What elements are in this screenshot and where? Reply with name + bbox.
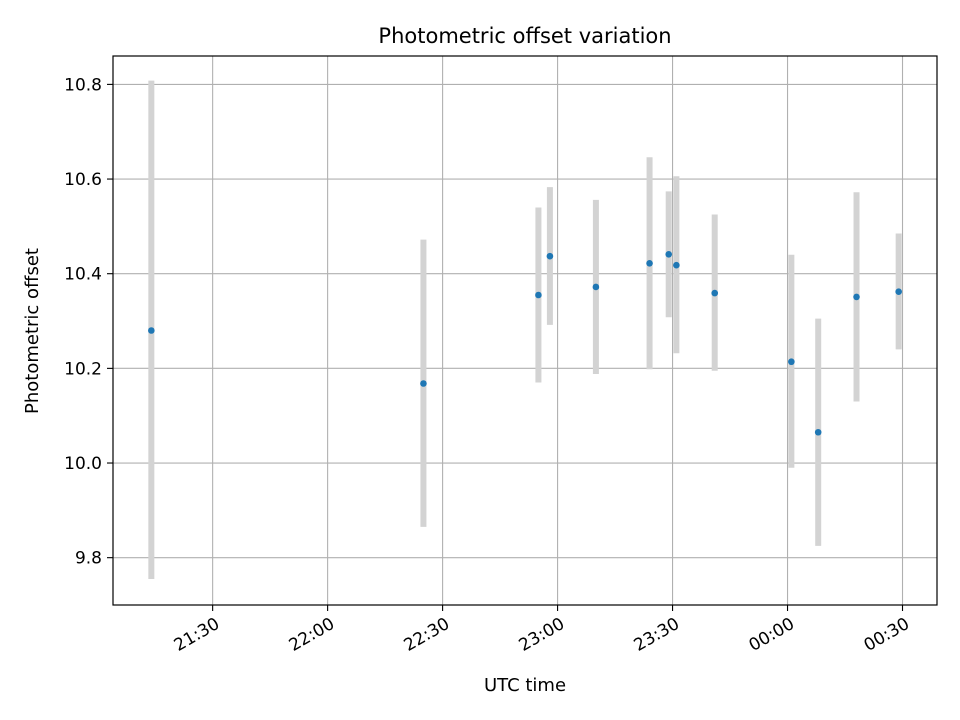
data-point: [673, 261, 680, 269]
data-point: [148, 327, 155, 334]
x-tick-label: 22:30: [401, 614, 453, 656]
x-tick-label: 23:00: [516, 614, 568, 656]
x-tick-label: 23:30: [631, 614, 683, 656]
y-tick-label: 10.2: [64, 359, 102, 379]
data-point: [646, 259, 653, 267]
grid: [113, 56, 937, 605]
data-point: [665, 251, 673, 258]
x-tick-label: 21:30: [171, 614, 223, 656]
data-point: [853, 293, 860, 301]
x-axis-title: UTC time: [484, 675, 566, 696]
data-point: [420, 380, 427, 387]
x-tick-label: 00:30: [861, 614, 913, 656]
y-tick-label: 10.6: [64, 170, 102, 190]
data-point: [546, 252, 554, 260]
error-bars: [148, 80, 902, 579]
data-point: [592, 283, 600, 291]
x-axis-ticks: 21:30 22:00 22:30 23:00 23:30 00:00 00:30: [171, 605, 913, 656]
y-axis-ticks: 9.8 10.0 10.2 10.4 10.6 10.8: [64, 75, 113, 569]
plot-frame: [112, 55, 938, 606]
data-point: [814, 428, 822, 436]
x-tick-label: 22:00: [286, 614, 338, 656]
y-tick-label: 10.0: [64, 454, 102, 474]
data-point: [711, 289, 719, 297]
x-tick-label: 00:00: [746, 614, 798, 656]
data-point: [895, 288, 902, 295]
data-points: [148, 251, 902, 436]
data-point: [535, 291, 542, 299]
y-tick-label: 9.8: [75, 549, 102, 569]
y-tick-label: 10.8: [64, 75, 102, 95]
y-axis-title: Photometric offset: [22, 248, 43, 414]
y-tick-label: 10.4: [64, 265, 102, 285]
chart-title: Photometric offset variation: [378, 24, 671, 48]
data-point: [788, 358, 795, 366]
